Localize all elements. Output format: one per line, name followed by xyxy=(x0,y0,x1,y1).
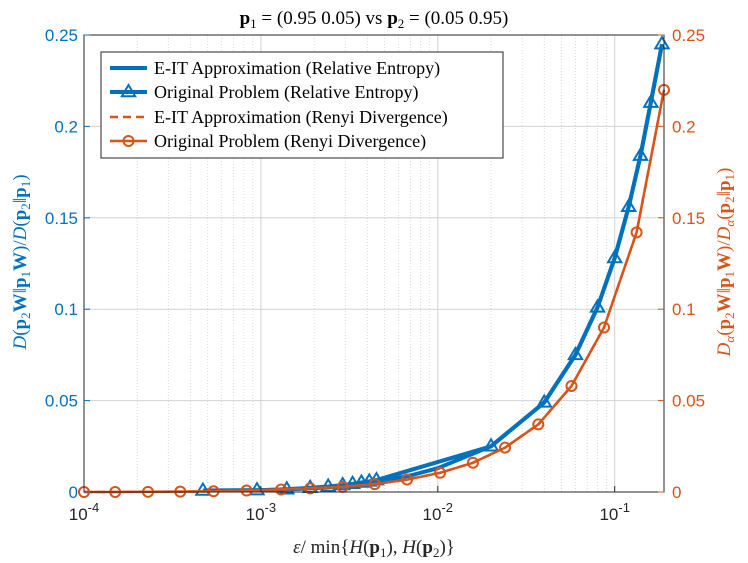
legend-box xyxy=(100,51,504,159)
y-tick-label-left: 0.15 xyxy=(45,209,78,228)
triangle-marker xyxy=(642,93,660,108)
y-tick-label-right: 0.2 xyxy=(672,117,696,136)
legend-label: Original Problem (Renyi Divergence) xyxy=(154,131,426,152)
triangle-marker xyxy=(653,35,671,50)
y-tick-label-right: 0 xyxy=(672,483,681,502)
triangle-marker xyxy=(632,146,649,161)
y-axis-label-right: Dα(p2W‖p1W)/Dα(p2‖p1) xyxy=(714,168,737,358)
circle-marker xyxy=(565,379,578,392)
triangle-marker xyxy=(319,477,337,492)
circle-marker xyxy=(499,441,512,454)
legend-triangle-marker xyxy=(120,83,137,98)
legend-circle-marker xyxy=(122,135,135,147)
triangle-marker xyxy=(567,345,584,361)
circle-marker xyxy=(532,418,545,431)
x-tick-label: 10-2 xyxy=(423,500,453,524)
y-tick-label-right: 0.15 xyxy=(672,209,705,228)
circle-marker xyxy=(466,456,479,469)
triangle-marker xyxy=(344,474,362,489)
ticks: 0 0 0.05 0.05 0.1 0.1 0.15 0.15 0.2 0.2 0.25 0.25 10… xyxy=(45,26,705,524)
y-axis-label-left: D(p2W‖p1W)/D(p2‖p1) xyxy=(10,174,33,350)
y-tick-label-right: 0.1 xyxy=(672,300,696,319)
legend-label: Original Problem (Relative Entropy) xyxy=(154,82,418,103)
y-tick-label-left: 0.2 xyxy=(54,117,78,136)
x-tick-label: 10-4 xyxy=(69,500,99,524)
chart-title: p1 = (0.95 0.05) vs p2 = (0.05 0.95) xyxy=(240,8,509,31)
triangle-marker xyxy=(620,197,638,213)
y-tick-label-left: 0.25 xyxy=(45,26,78,45)
y-tick-label-left: 0 xyxy=(69,483,78,502)
circle-marker xyxy=(368,478,381,491)
y-tick-label-left: 0.05 xyxy=(45,392,78,411)
triangle-marker xyxy=(194,481,212,496)
x-tick-label: 10-3 xyxy=(246,500,276,524)
x-axis-label: ε/ min{H(p1), H(p2)} xyxy=(293,537,455,560)
triangle-marker xyxy=(606,249,624,264)
triangle-marker xyxy=(535,393,553,408)
triangle-marker xyxy=(248,481,266,496)
axes-box xyxy=(83,34,665,493)
legend: E-IT Approximation (Relative Entropy) Ori… xyxy=(100,51,504,159)
triangle-marker xyxy=(589,298,606,313)
y-tick-label-right: 0.25 xyxy=(672,26,705,45)
y-tick-label-right: 0.05 xyxy=(672,392,705,411)
y-tick-label-left: 0.1 xyxy=(54,300,78,319)
legend-label: E-IT Approximation (Relative Entropy) xyxy=(154,58,440,79)
triangle-marker xyxy=(482,437,500,452)
circle-marker xyxy=(597,321,610,334)
legend-label: E-IT Approximation (Renyi Divergence) xyxy=(154,107,448,128)
x-tick-label: 10-1 xyxy=(599,500,629,524)
